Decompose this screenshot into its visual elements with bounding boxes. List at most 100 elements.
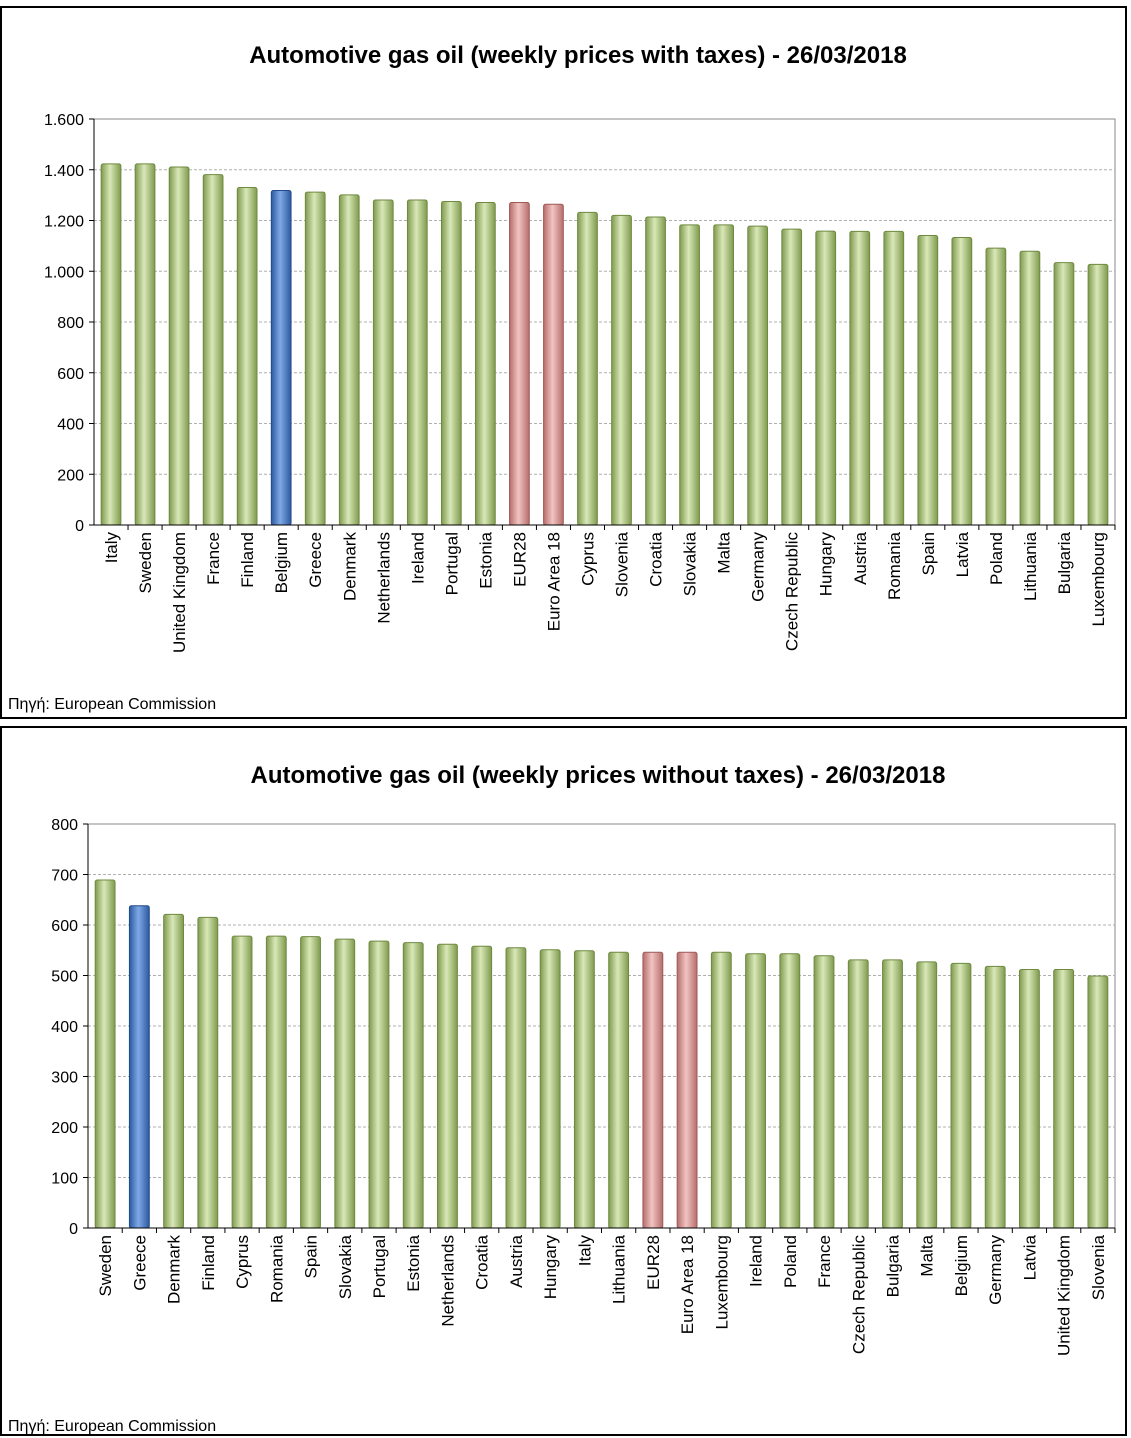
bar-eur28 — [509, 201, 530, 526]
x-category-label: Slovenia — [1089, 1234, 1108, 1300]
bar-greece — [128, 905, 150, 1229]
bar-latvia — [951, 237, 973, 526]
bar-germany — [984, 965, 1006, 1229]
bar-austria — [849, 230, 871, 526]
y-tick-label: 800 — [57, 315, 84, 332]
chart-title: Automotive gas oil (weekly prices withou… — [251, 762, 946, 789]
bar-netherlands — [437, 943, 458, 1229]
bar-lithuania — [1019, 250, 1041, 526]
x-category-label: Belgium — [952, 1235, 971, 1296]
y-tick-label: 0 — [75, 518, 84, 535]
bar-ireland — [406, 199, 428, 526]
x-category-label: Czech Republic — [849, 1235, 868, 1355]
x-category-label: United Kingdom — [1055, 1235, 1074, 1356]
bar-cyprus — [577, 211, 598, 526]
bar-portugal — [368, 940, 390, 1229]
bar-romania — [883, 230, 905, 526]
x-category-label: Hungary — [541, 1235, 560, 1300]
bar-greece — [304, 191, 326, 526]
y-tick-label: 400 — [57, 417, 84, 434]
bar-belgium — [950, 962, 972, 1229]
bar-hungary — [539, 949, 561, 1229]
bar-ireland — [745, 953, 766, 1229]
y-tick-label: 0 — [69, 1221, 78, 1238]
x-category-label: United Kingdom — [170, 532, 189, 653]
x-category-label: Luxembourg — [712, 1235, 731, 1330]
x-category-label: Spain — [919, 532, 938, 575]
bar-bulgaria — [882, 959, 903, 1229]
bar-france — [202, 174, 224, 526]
x-category-label: France — [815, 1235, 834, 1288]
chart-with-taxes: Automotive gas oil (weekly prices with t… — [44, 42, 1116, 653]
x-category-label: Estonia — [476, 531, 495, 588]
x-category-label: Romania — [885, 531, 904, 600]
x-category-label: Spain — [302, 1235, 321, 1278]
bar-slovenia — [611, 214, 632, 526]
x-category-label: Finland — [199, 1235, 218, 1291]
x-category-label: Belgium — [272, 532, 291, 593]
bar-slovakia — [334, 938, 356, 1229]
bar-denmark — [338, 194, 360, 526]
y-tick-label: 600 — [51, 918, 78, 935]
bar-lithuania — [608, 951, 630, 1229]
y-tick-label: 300 — [51, 1070, 78, 1087]
bar-finland — [236, 187, 258, 526]
bar-belgium — [270, 190, 292, 526]
y-tick-label: 1.400 — [44, 163, 84, 180]
x-category-label: Sweden — [136, 532, 155, 593]
x-category-label: Lithuania — [610, 1234, 629, 1304]
x-category-label: Portugal — [442, 532, 461, 595]
bar-hungary — [815, 230, 837, 526]
y-tick-label: 200 — [51, 1120, 78, 1137]
x-category-label: Germany — [749, 532, 768, 602]
bar-sweden — [134, 163, 156, 526]
x-category-label: Latvia — [953, 531, 972, 577]
bar-slovakia — [679, 224, 700, 526]
x-category-label: Germany — [986, 1235, 1005, 1305]
x-category-label: Cyprus — [233, 1235, 252, 1289]
bar-portugal — [440, 200, 462, 526]
bar-czech-republic — [781, 228, 803, 526]
bar-italy — [100, 163, 122, 526]
chart-without-taxes: Automotive gas oil (weekly prices withou… — [51, 762, 1116, 1356]
x-category-label: Greece — [130, 1235, 149, 1291]
x-category-label: Denmark — [340, 532, 359, 601]
x-category-label: Estonia — [404, 1234, 423, 1291]
x-category-label: Bulgaria — [883, 1234, 902, 1297]
x-category-label: Slovakia — [681, 531, 700, 596]
bar-france — [813, 955, 835, 1229]
x-category-label: Ireland — [408, 532, 427, 584]
y-tick-label: 100 — [51, 1171, 78, 1188]
source-note: Πηγή: European Commission — [8, 1418, 217, 1435]
bar-poland — [779, 953, 801, 1229]
bar-latvia — [1018, 968, 1040, 1229]
chart-panel-without-taxes: Automotive gas oil (weekly prices withou… — [0, 726, 1127, 1436]
x-category-label: Italy — [575, 1235, 594, 1267]
chart-title: Automotive gas oil (weekly prices with t… — [249, 42, 907, 69]
x-category-label: Finland — [238, 532, 257, 588]
x-category-label: France — [204, 532, 223, 585]
bar-germany — [747, 225, 769, 526]
x-category-label: Malta — [918, 1234, 937, 1276]
x-category-label: Latvia — [1020, 1234, 1039, 1280]
bar-croatia — [471, 945, 493, 1229]
x-category-label: Portugal — [370, 1235, 389, 1298]
x-category-label: Netherlands — [438, 1235, 457, 1327]
bar-estonia — [402, 942, 424, 1229]
x-category-label: EUR28 — [510, 532, 529, 587]
bar-eur28 — [642, 951, 664, 1229]
bar-slovenia — [1087, 975, 1109, 1229]
x-category-label: Luxembourg — [1089, 532, 1108, 627]
x-category-label: Austria — [851, 531, 870, 584]
y-tick-label: 1.200 — [44, 214, 84, 231]
x-category-label: Greece — [306, 532, 325, 588]
y-tick-label: 200 — [57, 467, 84, 484]
x-category-label: Italy — [102, 532, 121, 564]
bar-bulgaria — [1053, 262, 1075, 526]
x-category-label: Ireland — [747, 1235, 766, 1287]
x-category-label: Slovenia — [613, 531, 632, 597]
bar-spain — [917, 234, 939, 526]
x-category-label: Austria — [507, 1234, 526, 1287]
x-category-label: Czech Republic — [783, 532, 802, 652]
bar-czech-republic — [847, 959, 869, 1229]
